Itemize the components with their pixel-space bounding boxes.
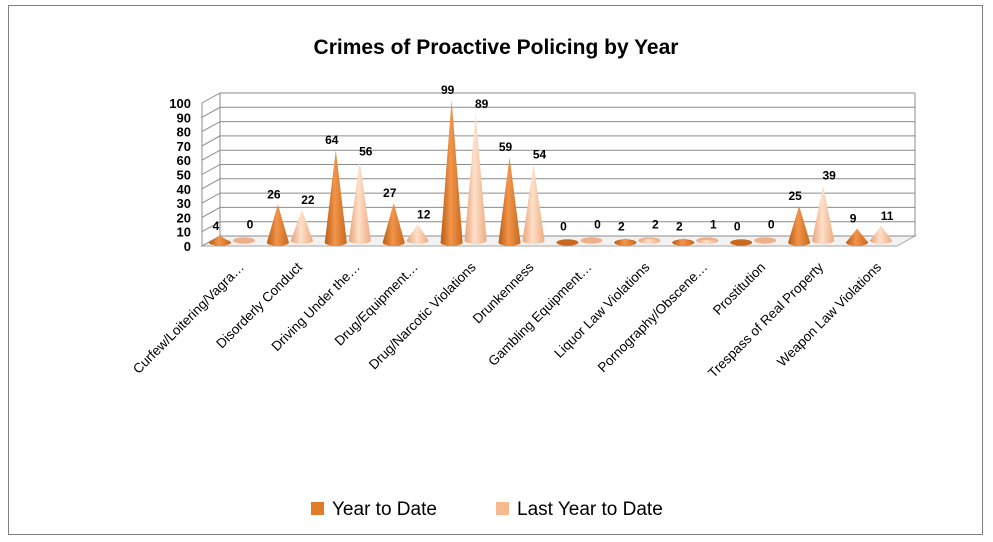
- y-tick-label: 90: [177, 110, 191, 125]
- data-label: 0: [734, 220, 741, 234]
- gridlines: [201, 92, 916, 247]
- cone-year-to-date: [440, 99, 463, 246]
- y-tick-label: 0: [184, 239, 191, 254]
- cone-last-year-to-date: [406, 224, 429, 244]
- legend-label: Year to Date: [332, 499, 437, 520]
- data-label: 25: [788, 189, 802, 203]
- gridline: [201, 106, 915, 118]
- y-tick-label: 10: [177, 225, 191, 240]
- y-tick-label: 20: [177, 210, 191, 225]
- data-label: 22: [301, 193, 315, 207]
- cone-base: [556, 239, 579, 246]
- category-label: Prostitution: [710, 260, 768, 318]
- cone-base: [754, 237, 777, 244]
- data-label: 27: [383, 186, 397, 200]
- data-label: 26: [267, 187, 281, 201]
- data-label: 11: [881, 209, 894, 223]
- gridline: [201, 178, 915, 190]
- cone-last-year-to-date: [522, 164, 545, 244]
- cone-year-to-date: [614, 238, 637, 246]
- y-tick-label: 40: [177, 182, 191, 197]
- category-label: Trespass of Real Property: [705, 259, 826, 380]
- category-label: Gambling Equipment…: [485, 260, 594, 369]
- legend-label: Last Year to Date: [517, 499, 663, 520]
- data-label: 2: [652, 218, 659, 232]
- cone-base: [730, 239, 753, 246]
- category-label: Pornography/Obscene…: [595, 260, 711, 376]
- chart-svg: Crimes of Proactive Policing by Year 010…: [130, 36, 917, 520]
- category-label: Drug/Narcotic Violations: [366, 259, 479, 372]
- y-tick-label: 100: [169, 96, 191, 111]
- y-tick-label: 30: [177, 196, 191, 211]
- data-label: 9: [850, 212, 857, 226]
- data-label: 56: [359, 144, 373, 158]
- cone-year-to-date: [324, 149, 347, 246]
- data-label: 2: [618, 220, 625, 234]
- legend-swatch: [496, 502, 509, 515]
- cone-last-year-to-date: [464, 114, 487, 244]
- gridline: [201, 164, 915, 175]
- cone-last-year-to-date: [812, 185, 835, 244]
- cone-year-to-date: [208, 235, 231, 246]
- cone-last-year-to-date: [696, 240, 719, 244]
- category-label: Weapon Law Violations: [774, 259, 884, 369]
- cone-year-to-date: [498, 157, 521, 246]
- y-tick-label: 70: [177, 139, 191, 154]
- chart-title: Crimes of Proactive Policing by Year: [314, 36, 679, 59]
- data-label: 39: [822, 169, 836, 183]
- category-label: Curfew/Loitering/Vagra…: [130, 260, 247, 377]
- cone-base: [580, 237, 603, 244]
- data-label: 2: [676, 220, 683, 234]
- category-label: Liquor Law Violations: [551, 259, 652, 360]
- legend-swatch: [311, 502, 324, 515]
- data-label: 89: [475, 97, 489, 111]
- x-axis-categories: Curfew/Loitering/Vagra…Disorderly Conduc…: [130, 259, 884, 380]
- cone-last-year-to-date: [348, 161, 371, 244]
- data-label: 59: [499, 140, 513, 154]
- data-label: 0: [768, 218, 775, 232]
- cones: [208, 99, 893, 246]
- data-label: 4: [213, 219, 220, 233]
- data-label: 99: [441, 83, 455, 97]
- cone-year-to-date: [382, 202, 405, 246]
- gridline: [201, 206, 915, 218]
- cone-year-to-date: [846, 228, 869, 246]
- cone-last-year-to-date: [638, 238, 661, 244]
- y-tick-label: 60: [177, 153, 191, 168]
- data-label: 64: [325, 133, 339, 147]
- gridline: [201, 135, 915, 147]
- y-tick-label: 80: [177, 125, 191, 140]
- data-label: 0: [247, 218, 254, 232]
- chart-frame: Crimes of Proactive Policing by Year 0 10…: [8, 5, 983, 535]
- data-label: 54: [533, 147, 547, 161]
- legend: Year to Date Last Year to Date: [311, 499, 663, 520]
- gridline: [201, 92, 915, 104]
- data-label: 0: [594, 218, 601, 232]
- y-tick-label: 50: [177, 168, 191, 183]
- data-label: 1: [710, 218, 717, 232]
- data-label: 12: [417, 207, 431, 221]
- cone-year-to-date: [266, 204, 289, 246]
- data-label: 0: [560, 220, 567, 234]
- gridline: [201, 149, 915, 161]
- cone-last-year-to-date: [870, 225, 893, 244]
- cone-year-to-date: [672, 238, 695, 246]
- cone-base: [232, 237, 255, 244]
- cone-year-to-date: [788, 205, 811, 246]
- cone-last-year-to-date: [290, 210, 313, 244]
- gridline: [201, 121, 915, 133]
